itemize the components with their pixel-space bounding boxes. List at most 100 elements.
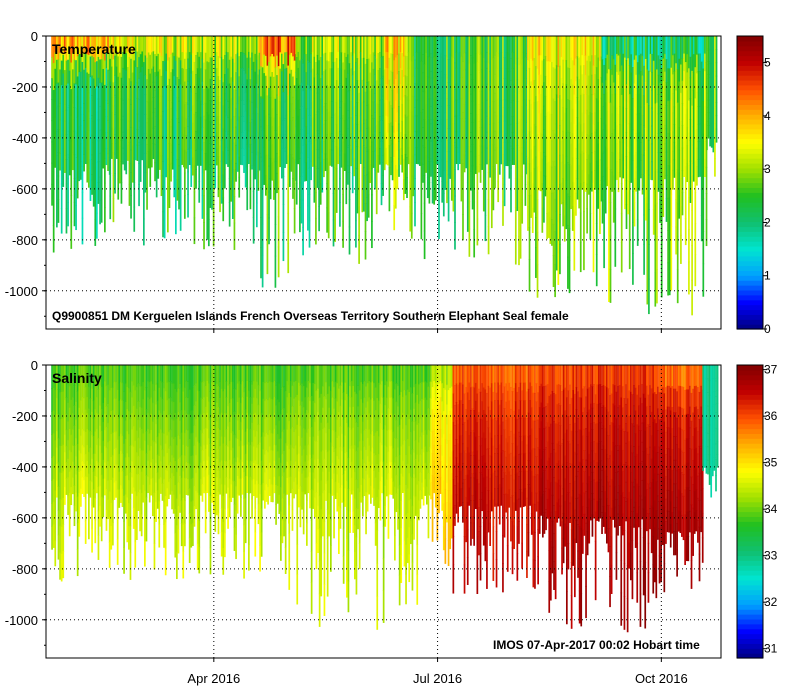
profile-cell bbox=[183, 36, 186, 60]
profile-cell bbox=[369, 72, 372, 92]
profile-cell bbox=[176, 418, 178, 446]
profile-cell bbox=[88, 111, 90, 132]
profile-cell bbox=[198, 36, 201, 58]
profile-cell bbox=[584, 74, 587, 95]
profile-cell bbox=[676, 36, 679, 70]
profile-cell bbox=[113, 398, 116, 416]
profile-cell bbox=[81, 165, 84, 193]
profile-cell bbox=[135, 128, 137, 145]
profile-cell bbox=[554, 68, 556, 102]
profile-cell bbox=[147, 380, 149, 398]
profile-cell bbox=[201, 104, 204, 128]
profile-cell bbox=[359, 131, 362, 149]
profile-cell bbox=[543, 175, 545, 200]
profile-cell bbox=[583, 152, 585, 183]
profile-cell bbox=[302, 227, 304, 256]
profile-cell bbox=[428, 119, 431, 141]
profile-cell bbox=[465, 85, 468, 103]
profile-cell bbox=[518, 235, 520, 266]
profile-cell bbox=[309, 472, 311, 491]
profile-cell bbox=[271, 144, 274, 163]
profile-cell bbox=[203, 195, 205, 223]
profile-cell bbox=[290, 412, 292, 430]
profile-cell bbox=[684, 166, 687, 193]
profile-cell bbox=[414, 202, 416, 227]
profile-cell bbox=[426, 116, 429, 138]
profile-cell bbox=[322, 450, 324, 473]
profile-cell bbox=[149, 54, 152, 75]
profile-cell bbox=[329, 100, 332, 118]
profile-cell bbox=[576, 137, 579, 159]
profile-cell bbox=[470, 36, 472, 56]
profile-cell bbox=[88, 149, 90, 169]
profile-cell bbox=[247, 36, 250, 53]
profile-cell bbox=[457, 69, 460, 87]
profile-cell bbox=[298, 400, 300, 419]
profile-cell bbox=[339, 154, 341, 180]
profile-cell bbox=[276, 133, 278, 154]
profile-cell bbox=[142, 433, 145, 452]
profile-cell bbox=[272, 56, 275, 78]
profile-cell bbox=[223, 36, 226, 56]
profile-cell bbox=[75, 456, 77, 475]
profile-cell bbox=[258, 153, 261, 171]
profile-cell bbox=[59, 119, 61, 138]
profile-cell bbox=[260, 412, 263, 438]
profile-cell bbox=[385, 83, 388, 101]
profile-cell bbox=[230, 77, 233, 99]
profile-cell bbox=[201, 58, 204, 83]
profile-cell bbox=[706, 64, 708, 80]
profile-cell bbox=[64, 155, 66, 173]
profile-cell bbox=[599, 85, 601, 111]
profile-cell bbox=[266, 243, 269, 275]
profile-cell bbox=[541, 85, 544, 111]
profile-cell bbox=[337, 83, 340, 101]
profile-cell bbox=[656, 269, 658, 304]
profile-cell bbox=[275, 384, 277, 406]
profile-cell bbox=[350, 461, 353, 479]
profile-cell bbox=[422, 127, 424, 147]
profile-cell bbox=[136, 67, 139, 84]
profile-cell bbox=[301, 383, 303, 402]
profile-cell bbox=[70, 417, 73, 436]
profile-cell bbox=[255, 107, 258, 132]
profile-cell bbox=[401, 52, 404, 71]
profile-cell bbox=[149, 73, 152, 93]
profile-cell bbox=[251, 36, 253, 54]
profile-cell bbox=[116, 365, 119, 391]
profile-cell bbox=[149, 148, 152, 169]
profile-cell bbox=[113, 465, 116, 484]
profile-cell bbox=[689, 119, 692, 141]
profile-cell bbox=[544, 175, 547, 197]
profile-cell bbox=[302, 470, 305, 493]
profile-cell bbox=[318, 84, 320, 110]
profile-cell bbox=[303, 108, 306, 128]
profile-cell bbox=[291, 447, 294, 469]
profile-cell bbox=[105, 148, 108, 166]
profile-cell bbox=[67, 154, 69, 179]
profile-cell bbox=[128, 78, 131, 101]
profile-cell bbox=[659, 199, 661, 223]
profile-cell bbox=[139, 36, 142, 55]
profile-cell bbox=[336, 456, 339, 476]
profile-cell bbox=[560, 182, 563, 205]
profile-cell bbox=[258, 52, 261, 71]
profile-cell bbox=[306, 432, 308, 456]
profile-cell bbox=[201, 127, 204, 151]
profile-cell bbox=[175, 208, 177, 235]
profile-cell bbox=[291, 426, 294, 449]
profile-cell bbox=[300, 82, 303, 107]
profile-cell bbox=[482, 167, 485, 190]
profile-cell bbox=[206, 86, 209, 113]
profile-cell bbox=[712, 36, 715, 52]
profile-cell bbox=[168, 431, 170, 449]
profile-cell bbox=[552, 161, 555, 194]
profile-cell bbox=[246, 144, 249, 167]
profile-cell bbox=[579, 124, 582, 155]
profile-cell bbox=[64, 70, 66, 88]
profile-cell bbox=[388, 188, 391, 212]
profile-cell bbox=[375, 102, 378, 126]
profile-cell bbox=[308, 36, 311, 63]
profile-cell bbox=[67, 130, 69, 156]
profile-cell bbox=[73, 505, 76, 527]
